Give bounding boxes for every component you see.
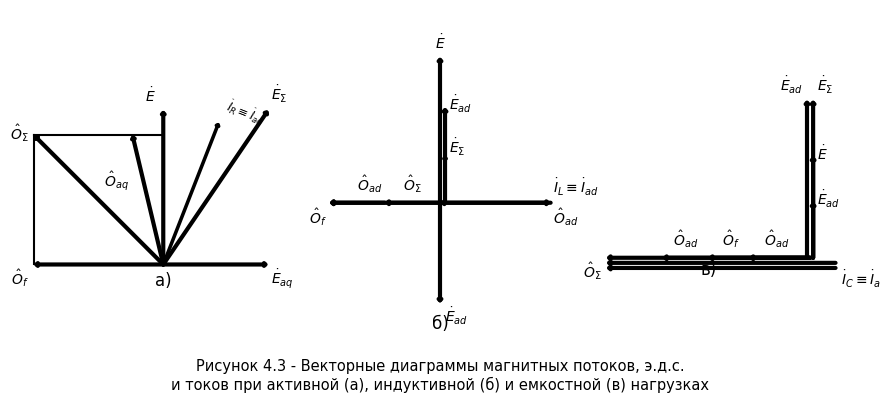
Text: $\hat{O}_{ad}$: $\hat{O}_{ad}$ [357, 173, 382, 195]
Text: $\dot{E}$: $\dot{E}$ [435, 33, 445, 52]
Text: $\dot{E}_{\Sigma}$: $\dot{E}_{\Sigma}$ [449, 137, 466, 158]
Text: $\hat{O}_{aq}$: $\hat{O}_{aq}$ [105, 169, 129, 193]
Text: $\hat{O}_{f}$: $\hat{O}_{f}$ [11, 267, 28, 289]
Text: $\dot{E}$: $\dot{E}$ [818, 144, 828, 163]
Text: $\hat{O}_{f}$: $\hat{O}_{f}$ [309, 207, 326, 228]
Text: $\dot{E}_{ad}$: $\dot{E}_{ad}$ [449, 94, 473, 115]
Text: $\hat{O}_{ad}$: $\hat{O}_{ad}$ [765, 229, 789, 250]
Text: б): б) [431, 316, 449, 333]
Text: $\dot{I}_{R}\equiv\dot{I}_{aq}$: $\dot{I}_{R}\equiv\dot{I}_{aq}$ [223, 97, 267, 131]
Text: $\hat{O}_{f}$: $\hat{O}_{f}$ [722, 229, 740, 250]
Text: а): а) [155, 272, 172, 291]
Text: $\dot{E}_{\Sigma}$: $\dot{E}_{\Sigma}$ [271, 84, 288, 105]
Text: $\hat{O}_{ad}$: $\hat{O}_{ad}$ [554, 207, 578, 228]
Text: $\dot{E}$: $\dot{E}$ [145, 87, 156, 105]
Text: Рисунок 4.3 - Векторные диаграммы магнитных потоков, э.д.с.
и токов при активной: Рисунок 4.3 - Векторные диаграммы магнит… [171, 359, 709, 393]
Text: $\hat{O}_{ad}$: $\hat{O}_{ad}$ [672, 229, 698, 250]
Text: $\dot{E}_{aq}$: $\dot{E}_{aq}$ [271, 267, 294, 290]
Text: $\dot{E}_{ad}$: $\dot{E}_{ad}$ [780, 75, 803, 96]
Text: в): в) [700, 261, 716, 279]
Text: $\hat{O}_{\Sigma}$: $\hat{O}_{\Sigma}$ [10, 123, 28, 145]
Text: $\dot{I}_{C}\equiv\dot{I}_{ad}$: $\dot{I}_{C}\equiv\dot{I}_{ad}$ [840, 269, 880, 290]
Text: $\dot{E}_{\Sigma}$: $\dot{E}_{\Sigma}$ [818, 75, 833, 96]
Text: $\hat{O}_{\Sigma}$: $\hat{O}_{\Sigma}$ [403, 173, 422, 195]
Text: $\dot{I}_{L}\equiv\dot{I}_{ad}$: $\dot{I}_{L}\equiv\dot{I}_{ad}$ [554, 177, 598, 198]
Text: $\dot{E}_{ad}$: $\dot{E}_{ad}$ [445, 306, 468, 327]
Text: $\dot{E}_{ad}$: $\dot{E}_{ad}$ [818, 189, 840, 210]
Text: $\hat{O}_{\Sigma}$: $\hat{O}_{\Sigma}$ [583, 260, 601, 282]
